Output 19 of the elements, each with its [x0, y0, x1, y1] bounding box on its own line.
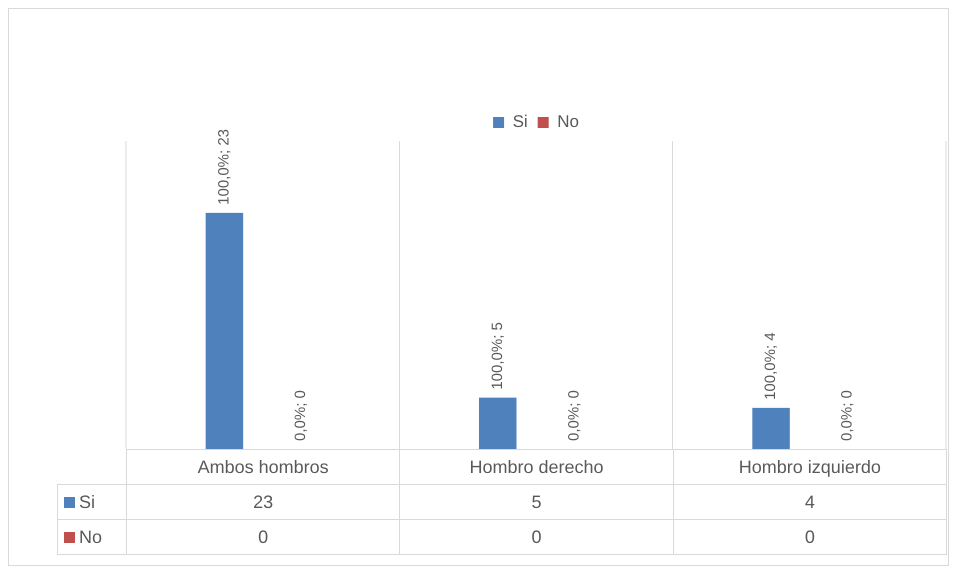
data-label: 0	[399, 519, 674, 555]
data-label: 0	[672, 519, 947, 555]
legend-label: Si	[512, 112, 528, 132]
legend-label: No	[557, 112, 579, 132]
annotation: 0,0%; 0	[292, 390, 310, 441]
data-label: 5	[399, 484, 674, 520]
text: No	[79, 526, 102, 546]
data-label: 0	[126, 519, 400, 555]
text: 100,0%; 23	[216, 128, 233, 205]
annotation: 0,0%; 0	[565, 390, 582, 441]
data-label: 23	[126, 484, 400, 520]
annotation: 0,0%; 0	[838, 390, 856, 441]
x-tick-label: Hombro izquierdo	[672, 449, 947, 485]
x-tick-label: Hombro derecho	[399, 449, 674, 485]
x-tick-label: Ambos hombros	[126, 449, 400, 485]
data-label: 4	[672, 484, 947, 520]
annotation: 100,0%; 4	[762, 332, 780, 400]
annotation: 100,0%; 5	[488, 322, 506, 390]
text: Si	[79, 492, 96, 512]
